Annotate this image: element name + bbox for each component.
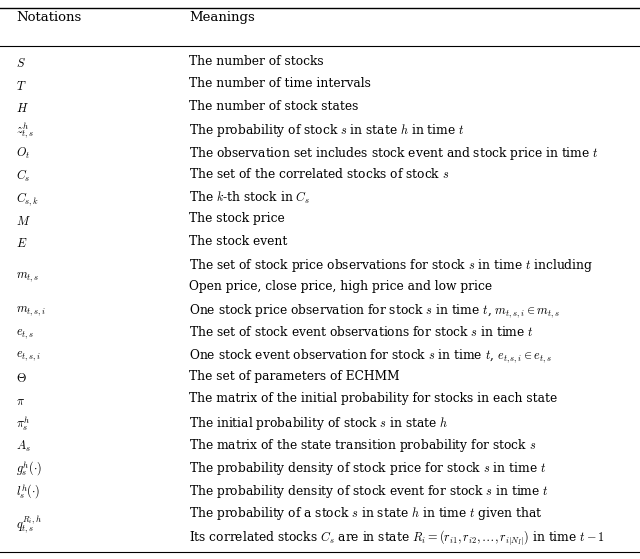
Text: $g^{h}_{s}(\cdot)$: $g^{h}_{s}(\cdot)$: [16, 460, 42, 478]
Text: Notations: Notations: [16, 11, 81, 24]
Text: Its correlated stocks $C_s$ are in state $R_i = (r_{i1}, r_{i2}, \ldots, r_{i|N_: Its correlated stocks $C_s$ are in state…: [189, 528, 605, 547]
Text: $z^{h}_{t,s}$: $z^{h}_{t,s}$: [16, 121, 35, 141]
Text: $\pi$: $\pi$: [16, 395, 25, 408]
Text: The $k$-th stock in $C_s$: The $k$-th stock in $C_s$: [189, 190, 310, 206]
Text: Open price, close price, high price and low price: Open price, close price, high price and …: [189, 280, 492, 293]
Text: $l^{h}_{s}(\cdot)$: $l^{h}_{s}(\cdot)$: [16, 482, 40, 501]
Text: The probability density of stock event for stock $s$ in time $t$: The probability density of stock event f…: [189, 482, 548, 500]
Text: One stock event observation for stock $s$ in time $t$, $e_{t,s,i} \in e_{t,s}$: One stock event observation for stock $s…: [189, 348, 552, 365]
Text: $S$: $S$: [16, 58, 26, 70]
Text: $m_{t,s,i}$: $m_{t,s,i}$: [16, 305, 46, 318]
Text: The probability of stock $s$ in state $h$ in time $t$: The probability of stock $s$ in state $h…: [189, 122, 465, 139]
Text: The number of stock states: The number of stock states: [189, 100, 358, 113]
Text: $\pi^{h}_{s}$: $\pi^{h}_{s}$: [16, 415, 31, 433]
Text: $O_t$: $O_t$: [16, 146, 30, 162]
Text: $H$: $H$: [16, 102, 29, 115]
Text: The matrix of the initial probability for stocks in each state: The matrix of the initial probability fo…: [189, 392, 557, 405]
Text: The probability density of stock price for stock $s$ in time $t$: The probability density of stock price f…: [189, 460, 546, 477]
Text: The set of stock event observations for stock $s$ in time $t$: The set of stock event observations for …: [189, 325, 534, 339]
Text: $m_{t,s}$: $m_{t,s}$: [16, 271, 39, 285]
Text: $A_s$: $A_s$: [16, 439, 31, 454]
Text: The set of the correlated stocks of stock $s$: The set of the correlated stocks of stoc…: [189, 167, 449, 181]
Text: One stock price observation for stock $s$ in time $t$, $m_{t,s,i} \in m_{t,s}$: One stock price observation for stock $s…: [189, 302, 559, 320]
Text: The number of time intervals: The number of time intervals: [189, 77, 371, 91]
Text: The number of stocks: The number of stocks: [189, 55, 323, 68]
Text: The initial probability of stock $s$ in state $h$: The initial probability of stock $s$ in …: [189, 415, 449, 432]
Text: $T$: $T$: [16, 80, 27, 93]
Text: $\Theta$: $\Theta$: [16, 372, 27, 386]
Text: The stock event: The stock event: [189, 235, 287, 248]
Text: $C_s$: $C_s$: [16, 168, 30, 184]
Text: The set of parameters of ECHMM: The set of parameters of ECHMM: [189, 370, 399, 383]
Text: $M$: $M$: [16, 215, 31, 228]
Text: The probability of a stock $s$ in state $h$ in time $t$ given that: The probability of a stock $s$ in state …: [189, 505, 543, 522]
Text: The set of stock price observations for stock $s$ in time $t$ including: The set of stock price observations for …: [189, 258, 593, 274]
Text: Meanings: Meanings: [189, 11, 255, 24]
Text: $E$: $E$: [16, 238, 28, 250]
Text: The matrix of the state transition probability for stock $s$: The matrix of the state transition proba…: [189, 438, 536, 454]
Text: The observation set includes stock event and stock price in time $t$: The observation set includes stock event…: [189, 145, 598, 162]
Text: $C_{s,k}$: $C_{s,k}$: [16, 190, 39, 207]
Text: $q^{R_i,h}_{t,s}$: $q^{R_i,h}_{t,s}$: [16, 514, 42, 537]
Text: $e_{t,s}$: $e_{t,s}$: [16, 327, 35, 340]
Text: The stock price: The stock price: [189, 212, 285, 225]
Text: $e_{t,s,i}$: $e_{t,s,i}$: [16, 350, 41, 363]
